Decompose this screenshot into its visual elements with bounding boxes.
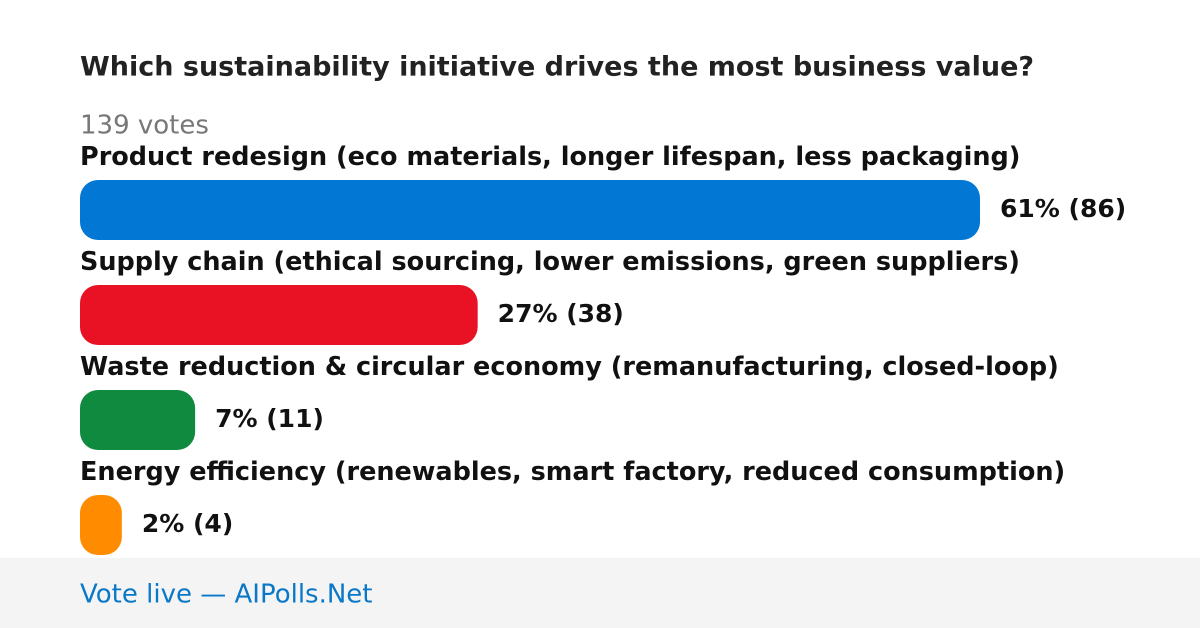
option-label: Energy efficiency (renewables, smart fac…	[80, 457, 1065, 487]
option-label: Waste reduction & circular economy (rema…	[80, 352, 1059, 382]
value-label: 27% (38)	[498, 299, 624, 328]
value-label: 7% (11)	[215, 404, 324, 433]
chart-title: Which sustainability initiative drives t…	[80, 52, 1034, 83]
vote-count: 139 votes	[80, 111, 209, 141]
bar	[80, 495, 122, 555]
bar	[80, 390, 196, 450]
value-label: 2% (4)	[142, 509, 233, 538]
bar	[80, 285, 478, 345]
footer-link[interactable]: Vote live — AIPolls.Net	[80, 580, 373, 610]
value-label: 61% (86)	[1000, 194, 1126, 223]
option-label: Product redesign (eco materials, longer …	[80, 142, 1020, 172]
footer-band	[0, 558, 1200, 628]
bar	[80, 180, 980, 240]
option-label: Supply chain (ethical sourcing, lower em…	[80, 247, 1020, 277]
